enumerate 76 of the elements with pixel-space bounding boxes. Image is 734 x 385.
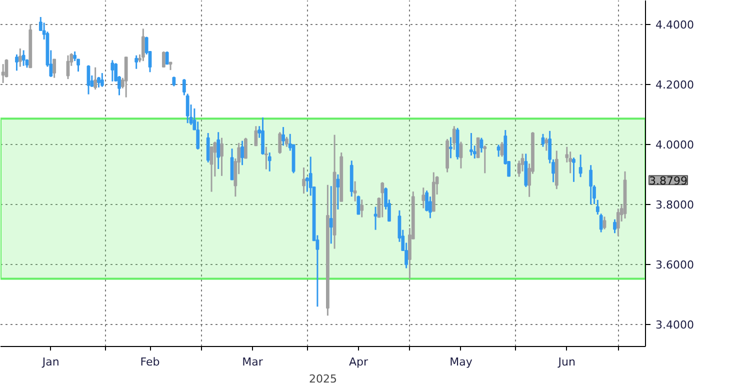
candlestick [254,125,258,146]
candlestick [306,176,309,193]
candlestick [278,131,282,154]
candlestick [134,54,138,70]
candlestick [282,126,285,146]
candlestick [261,116,264,156]
candlestick [97,76,100,88]
candlestick [470,132,473,156]
candlestick [110,59,114,82]
candlestick [172,76,176,87]
candlestick [186,92,190,124]
y-tick-label: 4.4000 [656,18,694,32]
candlestick [599,212,603,234]
candlestick [524,152,528,188]
candlestick [220,137,224,177]
candlestick [94,66,98,90]
candlestick [264,146,268,170]
candlestick [284,136,288,148]
candlestick [124,56,128,98]
x-tick-label: May [450,356,473,368]
candlestick [230,148,234,181]
y-tick-label: 3.6000 [656,258,694,272]
candlestick [22,50,26,67]
candlestick [244,137,248,159]
candlestick [568,150,572,174]
candlestick [449,136,452,159]
candlestick [544,137,548,152]
candlestick [336,174,340,210]
x-tick-label: Mar [242,356,264,368]
candlestick [182,78,186,96]
candlestick [165,50,169,65]
candlestick [18,48,22,68]
candlestick [52,58,56,79]
candlestick [613,218,616,234]
candlestick [596,199,600,216]
candlestick [360,198,364,218]
candlestick [483,144,487,174]
candlestick [240,140,244,166]
candlestick [86,64,90,96]
candlestick [100,72,104,88]
candlestick [500,141,504,158]
candlestick [380,181,384,218]
candlestick [268,152,272,172]
candlestick [422,186,426,210]
candlestick [589,164,593,206]
x-tick-label: Feb [140,356,160,368]
candlestick [66,54,70,80]
candlestick [572,156,576,183]
x-tick-label: Jan [41,356,60,368]
annotation: 3.8799 [648,174,688,188]
x-tick-label: Jun [557,356,576,368]
candlestick [216,131,220,170]
candlestick [616,208,620,237]
candlestick [496,144,500,158]
candlestick [15,54,18,72]
x-tick-label: Apr [348,356,368,368]
candlestick [73,50,77,62]
candlestick [206,132,210,164]
candlestick [162,50,166,68]
candlestick [541,133,545,148]
y-tick-label: 4.0000 [656,138,694,152]
candlestick [356,194,360,216]
y-tick-label: 3.4000 [656,318,694,332]
candlestick [578,154,582,178]
candlestick [329,185,333,244]
candlestick [1,63,5,84]
y-tick-label: 3.8000 [656,198,694,212]
candlestick [353,180,357,202]
x-axis-title: 2025 [309,372,338,385]
candlestick [141,28,145,62]
candlestick [476,137,480,158]
candlestick [452,125,456,151]
candlestick [302,166,306,194]
y-tick-label: 4.2000 [656,78,694,92]
candlestick [196,120,200,150]
candlestick [602,216,606,230]
